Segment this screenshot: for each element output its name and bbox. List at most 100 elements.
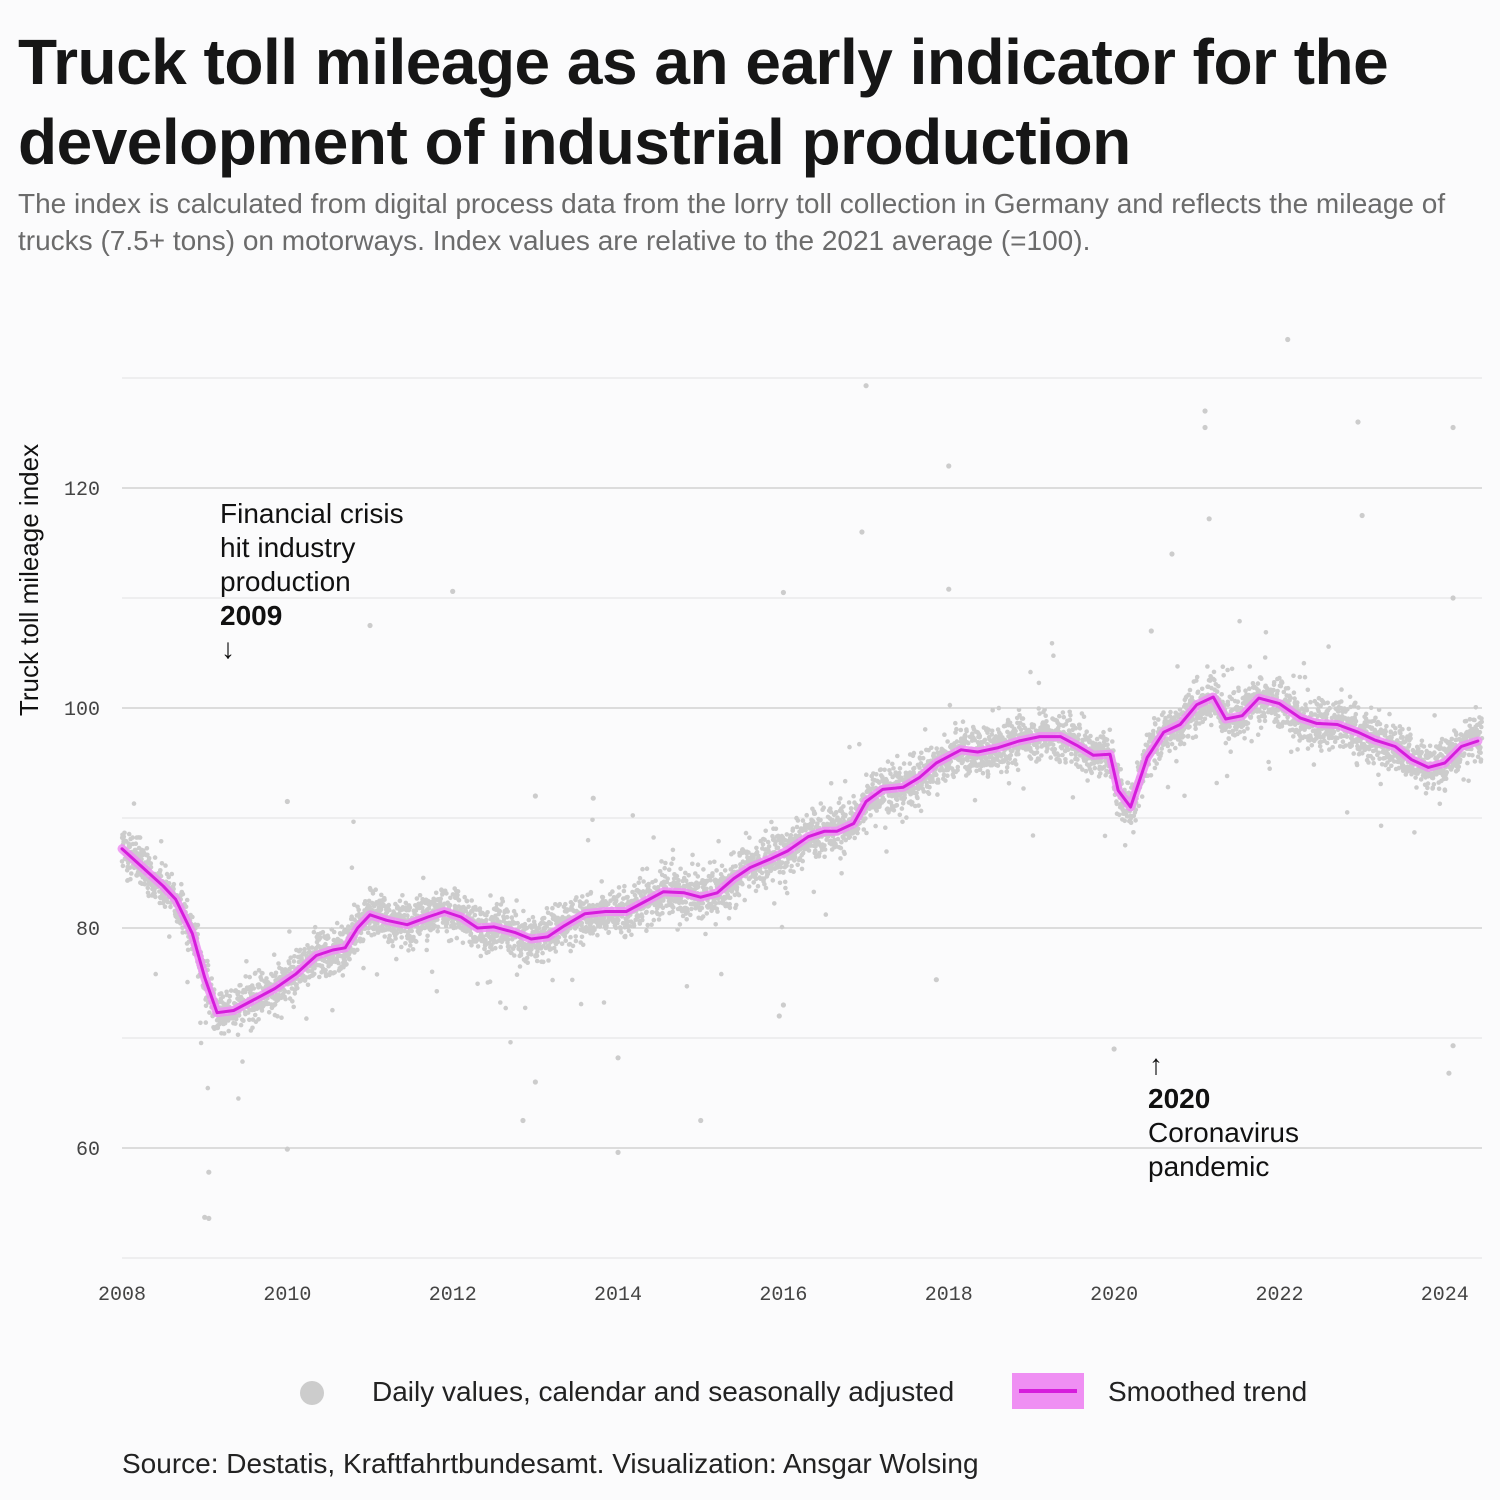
daily-point: [1065, 747, 1071, 752]
daily-point: [897, 766, 903, 771]
daily-point: [424, 938, 430, 943]
daily-point: [883, 825, 888, 830]
daily-point: [1068, 713, 1073, 718]
daily-point: [290, 999, 295, 1004]
daily-point: [264, 976, 269, 981]
daily-point: [1013, 728, 1018, 734]
daily-point: [989, 728, 995, 734]
daily-point: [934, 746, 939, 751]
daily-point: [241, 1018, 246, 1023]
daily-point: [990, 708, 995, 713]
daily-point: [1224, 773, 1230, 779]
daily-point: [606, 901, 611, 907]
daily-point: [1125, 780, 1131, 786]
daily-point: [784, 832, 790, 837]
daily-point: [630, 889, 635, 895]
daily-point: [169, 871, 175, 877]
daily-point: [508, 1040, 513, 1045]
daily-point: [1052, 746, 1058, 752]
daily-point: [524, 955, 530, 961]
daily-point: [632, 892, 638, 898]
daily-point: [509, 915, 515, 920]
daily-point: [792, 854, 798, 860]
daily-point: [650, 910, 655, 915]
daily-point: [190, 914, 195, 920]
daily-point: [483, 937, 488, 943]
daily-point: [852, 835, 857, 841]
daily-point: [585, 837, 591, 843]
daily-point: [444, 929, 450, 934]
daily-point: [645, 922, 650, 928]
daily-point: [1131, 830, 1136, 835]
daily-point: [760, 842, 766, 847]
daily-point: [529, 946, 534, 952]
daily-point: [534, 953, 540, 958]
daily-point: [453, 925, 459, 930]
daily-point: [360, 937, 366, 942]
daily-point: [168, 904, 173, 910]
daily-point: [235, 1032, 241, 1038]
daily-point: [477, 906, 483, 911]
daily-point: [448, 895, 453, 901]
daily-point: [818, 801, 824, 806]
daily-point: [425, 933, 430, 939]
daily-point: [590, 931, 595, 936]
daily-point: [336, 960, 341, 966]
daily-point: [1060, 710, 1066, 715]
daily-point: [1165, 784, 1171, 790]
daily-point: [1212, 677, 1217, 683]
daily-point: [782, 837, 788, 843]
daily-point: [719, 971, 724, 977]
daily-point: [963, 733, 968, 739]
daily-point: [704, 911, 710, 916]
daily-point: [670, 847, 676, 853]
x-tick-label: 2008: [98, 1284, 146, 1307]
daily-point: [918, 808, 924, 814]
daily-point: [967, 769, 973, 774]
daily-point: [1042, 707, 1047, 713]
daily-point: [334, 920, 340, 926]
daily-point: [945, 773, 950, 778]
daily-point: [953, 720, 958, 726]
daily-point: [836, 800, 842, 806]
daily-point: [349, 865, 355, 870]
daily-point: [382, 934, 388, 939]
daily-point: [765, 871, 771, 876]
daily-point: [304, 1016, 309, 1021]
daily-point: [917, 765, 922, 770]
daily-point: [822, 847, 828, 852]
daily-point: [584, 899, 589, 904]
daily-point: [839, 839, 844, 845]
daily-point: [641, 879, 646, 884]
daily-point: [623, 933, 628, 939]
daily-point: [1061, 714, 1067, 720]
daily-point: [686, 873, 691, 878]
daily-point: [183, 904, 189, 909]
daily-point: [695, 862, 701, 867]
daily-point: [674, 873, 680, 879]
daily-point: [781, 870, 786, 875]
daily-point: [1195, 689, 1201, 695]
daily-point: [472, 912, 478, 918]
daily-point: [812, 811, 818, 816]
y-tick-label: 120: [64, 479, 100, 502]
daily-point: [818, 817, 823, 823]
daily-point: [454, 935, 460, 941]
daily-point: [804, 812, 809, 818]
daily-point: [1050, 742, 1056, 747]
daily-point: [478, 953, 484, 959]
daily-point: [228, 988, 234, 993]
daily-point: [259, 1008, 265, 1013]
daily-point: [522, 1005, 528, 1011]
daily-point: [1006, 781, 1012, 786]
daily-point: [180, 930, 185, 935]
daily-point: [960, 719, 966, 724]
daily-point: [398, 927, 404, 933]
daily-point: [700, 914, 706, 919]
daily-point: [746, 884, 752, 889]
daily-point: [1076, 732, 1082, 738]
daily-point: [375, 930, 381, 935]
daily-point: [822, 854, 827, 860]
daily-point: [772, 901, 777, 906]
daily-point: [759, 870, 765, 876]
